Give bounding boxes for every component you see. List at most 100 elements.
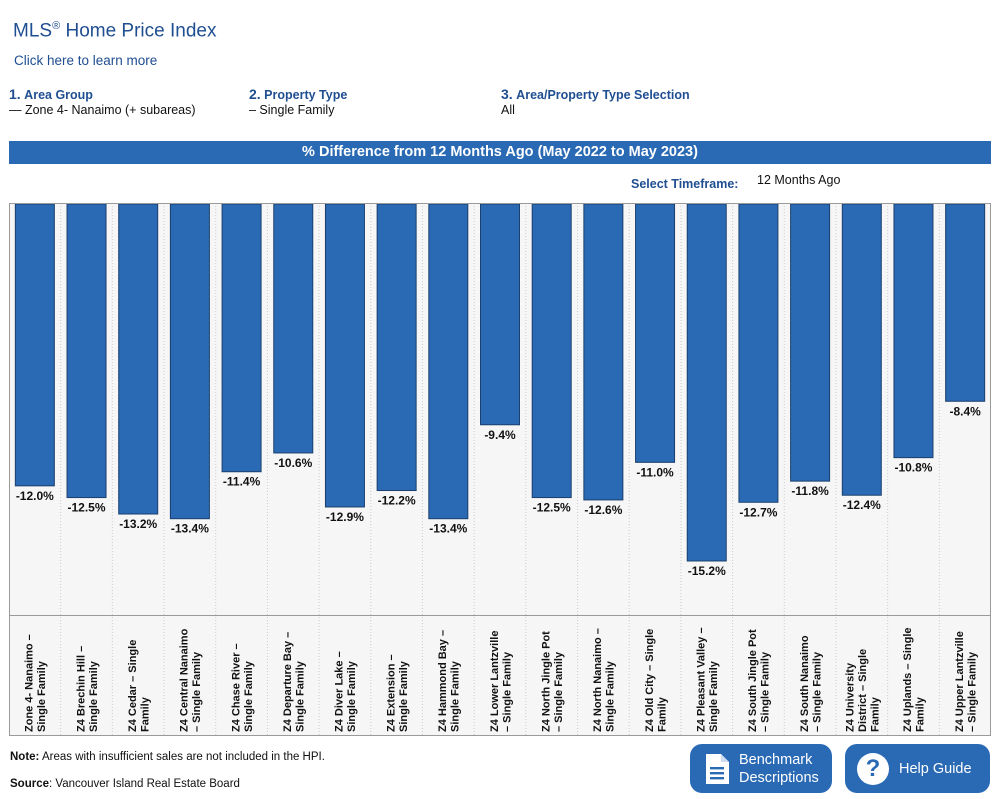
category-label-line: Single Family	[36, 660, 48, 732]
category-label-line: – Single Family	[760, 651, 772, 732]
bar[interactable]	[686, 203, 727, 562]
step-label: Area Group	[24, 88, 93, 102]
category-label-line: Single Family	[295, 660, 307, 732]
bar[interactable]	[273, 203, 314, 454]
area-group-value[interactable]: — Zone 4- Nanaimo (+ subareas)	[9, 103, 196, 117]
bar[interactable]	[790, 203, 831, 482]
benchmark-line-2: Descriptions	[739, 769, 819, 786]
category-label: Z4 University District – Single Family	[844, 649, 881, 732]
category-label: Z4 Uplands – Single Family	[902, 627, 927, 732]
category-label-line: Family	[656, 696, 668, 732]
chart-banner: % Difference from 12 Months Ago (May 202…	[9, 141, 991, 164]
bar[interactable]	[531, 203, 572, 499]
step-area-group[interactable]: 1. Area Group — Zone 4- Nanaimo (+ subar…	[9, 86, 196, 117]
data-label: -11.4%	[223, 475, 261, 489]
benchmark-button-label: Benchmark Descriptions	[739, 751, 819, 787]
data-label: -13.4%	[171, 522, 209, 536]
category-label: Z4 South Jingle Pot – Single Family	[747, 629, 772, 732]
bar[interactable]	[324, 203, 365, 508]
category-label-line: Single Family	[398, 660, 410, 732]
category-label: Z4 Cedar – Single Family	[127, 640, 152, 732]
chart-border	[9, 203, 991, 736]
bar[interactable]	[480, 203, 520, 426]
category-label: Z4 Diver Lake – Single Family	[334, 651, 359, 732]
category-label-line: Single Family	[243, 660, 255, 732]
step-property-type[interactable]: 2. Property Type – Single Family	[249, 86, 347, 117]
bar[interactable]	[169, 203, 210, 520]
timeframe-label: Select Timeframe:	[631, 177, 739, 191]
bar[interactable]	[841, 203, 882, 496]
category-label-line: Z4 Lower Lantzville	[489, 631, 501, 732]
data-label: -13.4%	[429, 522, 467, 536]
bar-chart: -12.0%Zone 4- Nanaimo – Single Family-12.…	[9, 203, 991, 736]
data-label: -12.5%	[533, 501, 571, 515]
data-label: -11.0%	[636, 465, 674, 479]
data-label: -12.6%	[584, 503, 622, 517]
category-label-line: Z4 Brechin Hill –	[75, 646, 87, 732]
category-label-line: Z4 North Nanaimo –	[592, 628, 604, 732]
category-label-line: Z4 Cedar – Single	[127, 640, 139, 732]
bar[interactable]	[376, 203, 417, 492]
category-label-line: Z4 Uplands – Single	[902, 627, 914, 732]
category-label-line: Single Family	[450, 660, 462, 732]
category-label-line: Z4 Diver Lake –	[334, 651, 346, 732]
category-label: Z4 North Nanaimo – Single Family	[592, 628, 617, 732]
bar[interactable]	[738, 203, 779, 503]
bar[interactable]	[945, 203, 986, 402]
category-label: Z4 South Nanaimo – Single Family	[799, 635, 824, 732]
step-number: 3.	[501, 86, 513, 102]
learn-more-link[interactable]: Click here to learn more	[14, 53, 158, 68]
footer-note: Note: Areas with insufficient sales are …	[10, 751, 325, 763]
data-label: -12.5%	[68, 501, 106, 515]
category-label: Z4 Hammond Bay – Single Family	[437, 630, 462, 732]
benchmark-line-1: Benchmark	[739, 751, 813, 768]
step-area-property-selection[interactable]: 3. Area/Property Type Selection All	[501, 86, 690, 117]
step-label: Area/Property Type Selection	[516, 88, 690, 102]
page-title: MLS® Home Price Index	[13, 20, 216, 42]
step-label: Property Type	[264, 88, 348, 102]
title-text: MLS	[13, 20, 53, 42]
question-circle-icon: ?	[857, 752, 889, 785]
category-label-line: Single Family	[605, 660, 617, 732]
category-label-line: Z4 Central Nanaimo	[179, 628, 191, 732]
bar[interactable]	[66, 203, 107, 499]
bar[interactable]	[893, 203, 934, 459]
timeframe-select[interactable]: 12 Months Ago	[757, 173, 841, 187]
category-label-line: – Single Family	[191, 651, 203, 732]
data-label: -13.2%	[119, 517, 157, 531]
category-label: Z4 North Jingle Pot – Single Family	[540, 631, 565, 732]
document-icon	[706, 753, 729, 784]
bar[interactable]	[221, 203, 262, 473]
data-label: -12.0%	[16, 489, 54, 503]
data-label: -11.8%	[791, 484, 829, 498]
category-label-line: Z4 Chase River –	[230, 643, 242, 732]
category-label-line: Single Family	[708, 660, 720, 732]
category-label: Z4 Chase River – Single Family	[230, 643, 255, 732]
category-label-line: Z4 Departure Bay –	[282, 632, 294, 732]
bar[interactable]	[14, 203, 55, 487]
bar[interactable]	[118, 203, 159, 515]
title-rest: Home Price Index	[60, 20, 217, 42]
help-guide-button[interactable]: ? Help Guide	[845, 744, 990, 793]
category-label: Z4 Upper Lantzville – Single Family	[954, 631, 979, 732]
source-label: Source	[10, 778, 49, 790]
benchmark-descriptions-button[interactable]: Benchmark Descriptions	[690, 744, 832, 793]
category-label-line: – Single Family	[501, 651, 513, 732]
bar[interactable]	[635, 203, 676, 463]
data-label: -15.2%	[688, 564, 726, 578]
category-label-line: Z4 Hammond Bay –	[437, 630, 449, 732]
bar[interactable]	[583, 203, 624, 501]
property-type-value[interactable]: – Single Family	[249, 103, 335, 117]
bar[interactable]	[428, 203, 469, 520]
category-label: Z4 Old City – Single Family	[644, 629, 669, 732]
data-label: -10.6%	[274, 456, 312, 470]
category-label-line: – Single Family	[966, 651, 978, 732]
data-label: -12.2%	[378, 494, 416, 508]
data-label: -12.7%	[739, 505, 777, 519]
data-label: -10.8%	[894, 461, 932, 475]
selection-value[interactable]: All	[501, 103, 515, 117]
category-label: Z4 Lower Lantzville – Single Family	[489, 631, 514, 732]
category-label: Z4 Brechin Hill – Single Family	[75, 646, 100, 732]
category-label-line: Zone 4- Nanaimo –	[24, 634, 36, 732]
